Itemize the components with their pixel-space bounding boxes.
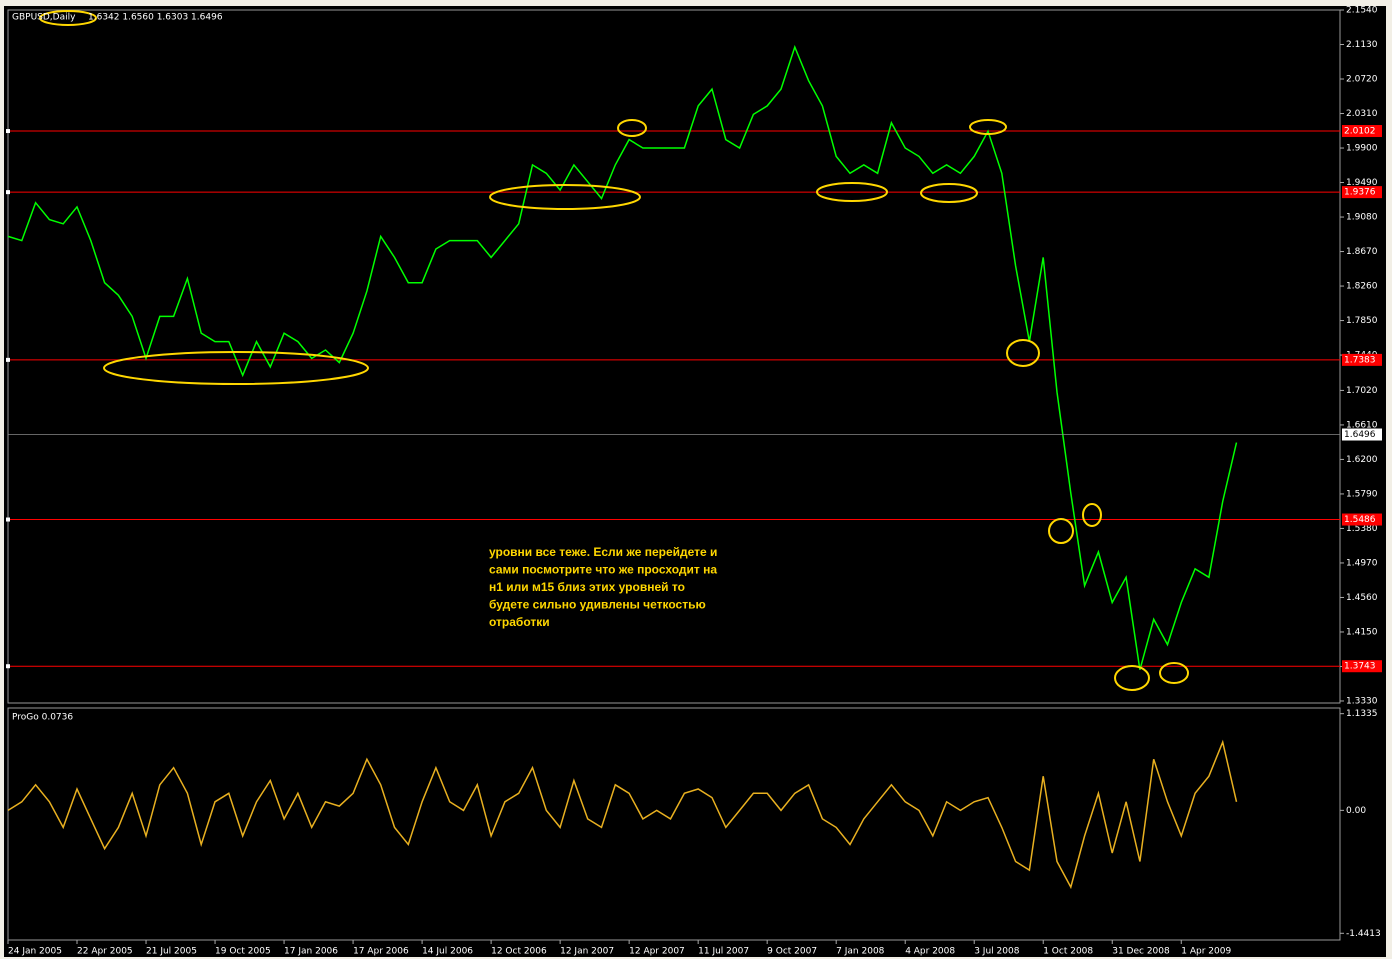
level-label: 1.9376: [1344, 188, 1376, 198]
level-label: 1.3743: [1344, 662, 1376, 672]
level-marker: [6, 517, 10, 522]
level-label: 2.0102: [1344, 127, 1376, 137]
y-tick-label: 1.4970: [1346, 558, 1378, 568]
y-tick-label: 2.0720: [1346, 75, 1378, 85]
annotation: н1 или м15 близ этих уровней то: [489, 580, 685, 594]
y-tick-label: 1.1335: [1346, 709, 1378, 719]
plot: 2.1540 2.1130 2.0720 2.0310 1.9900 1.9490 1.90…: [6, 6, 1382, 957]
y-tick-label: 1.5380: [1346, 524, 1378, 534]
level-marker: [6, 129, 10, 134]
y-tick-label: 1.7850: [1346, 316, 1378, 326]
level-label-bg: [1342, 513, 1382, 526]
level-label-bg: [1342, 125, 1382, 138]
x-tick-label: 12 Jan 2007: [560, 947, 614, 957]
y-tick-label: 0.00: [1346, 806, 1366, 816]
level-label-bg: [1342, 186, 1382, 199]
ohlc: 1.6342 1.6560 1.6303 1.6496: [88, 13, 223, 23]
x-tick-label: 7 Jan 2008: [836, 947, 884, 957]
last-price-bg: [1342, 428, 1382, 441]
y-tick-label: 1.7020: [1346, 386, 1378, 396]
background: [4, 6, 1386, 957]
y-tick-label: 1.4560: [1346, 593, 1378, 603]
x-tick-label: 1 Apr 2009: [1181, 947, 1231, 957]
y-tick-label: 1.9900: [1346, 144, 1378, 154]
x-tick-label: 12 Oct 2006: [491, 947, 547, 957]
annotation: уровни все теже. Если же перейдете и: [489, 545, 717, 559]
y-tick-label: 1.4150: [1346, 627, 1378, 637]
x-tick-label: 11 Jul 2007: [698, 947, 749, 957]
annotation: отработки: [489, 615, 550, 629]
y-tick-label: 1.8670: [1346, 247, 1378, 257]
y-tick-label: 1.9080: [1346, 213, 1378, 223]
y-tick-label: 2.1540: [1346, 6, 1378, 16]
y-tick-label: 1.5790: [1346, 489, 1378, 499]
series-line: [7, 739, 1238, 890]
y-tick-label: -1.4413: [1346, 929, 1381, 939]
x-tick-label: 14 Jul 2006: [422, 947, 473, 957]
main-pane: [7, 9, 1341, 704]
x-tick-label: 1 Oct 2008: [1043, 947, 1093, 957]
level-label-bg: [1342, 660, 1382, 673]
y-tick-label: 1.6610: [1346, 420, 1378, 430]
series-line: [7, 44, 1238, 670]
level-marker: [6, 664, 10, 669]
highlights: [39, 10, 1189, 691]
x-tick-label: 24 Jan 2005: [8, 947, 62, 957]
last-price-label: 1.6496: [1344, 430, 1376, 440]
x-tick-label: 17 Apr 2006: [353, 947, 409, 957]
x-tick-label: 31 Dec 2008: [1112, 947, 1170, 957]
y-tick-label: 1.3330: [1346, 696, 1378, 706]
indicator-title: ProGo 0.0736: [12, 713, 73, 723]
annotation: сами посмотрите что же просходит на: [489, 563, 717, 577]
x-tick-label: 4 Apr 2008: [905, 947, 955, 957]
y-tick-label: 2.1130: [1346, 40, 1378, 50]
y-tick-label: 2.0310: [1346, 109, 1378, 119]
y-tick-label: 1.6200: [1346, 455, 1378, 465]
level-label: 1.7383: [1344, 355, 1376, 365]
symbol-title: GBPUSD,Daily: [12, 13, 76, 23]
x-tick-label: 21 Jul 2005: [146, 947, 197, 957]
y-tick-label: 1.8260: [1346, 282, 1378, 292]
level-label: 1.5486: [1344, 515, 1376, 525]
x-tick-label: 12 Apr 2007: [629, 947, 685, 957]
level-label-bg: [1342, 353, 1382, 366]
x-tick-label: 22 Apr 2005: [77, 947, 133, 957]
x-tick-label: 3 Jul 2008: [974, 947, 1019, 957]
annotation: будете сильно удивлены четкостью: [489, 598, 706, 612]
x-tick-label: 9 Oct 2007: [767, 947, 817, 957]
y-tick-label: 1.9490: [1346, 178, 1378, 188]
indicator-pane: [7, 707, 1341, 941]
x-tick-label: 17 Jan 2006: [284, 947, 338, 957]
x-tick-label: 19 Oct 2005: [215, 947, 271, 957]
level-marker: [6, 190, 10, 195]
level-marker: [6, 357, 10, 362]
